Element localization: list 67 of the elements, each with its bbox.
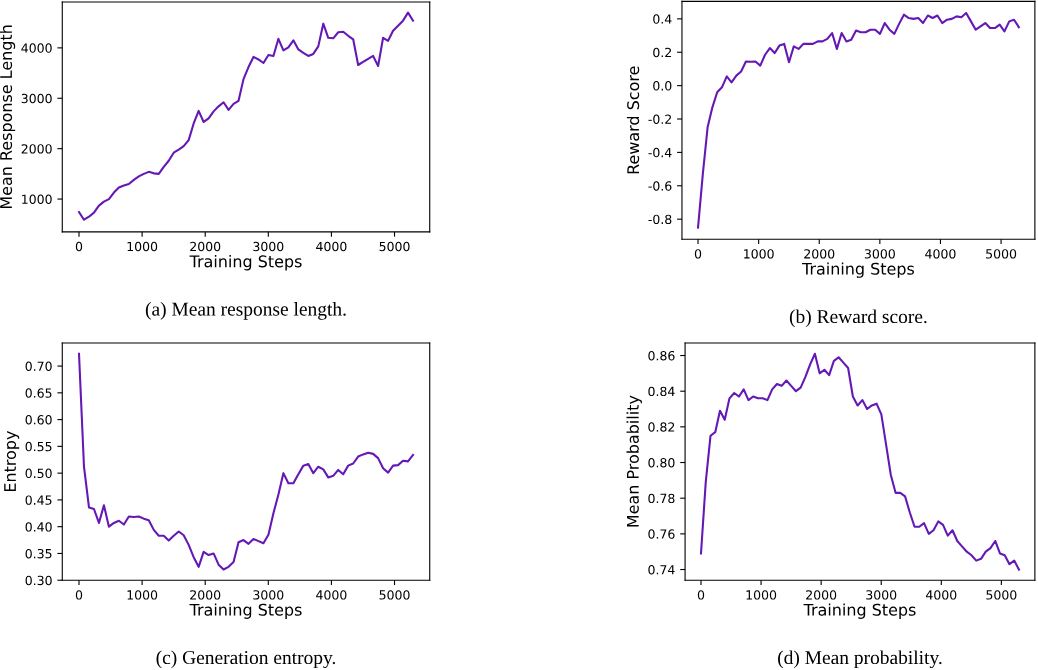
x-tick-label: 3000 (253, 241, 284, 252)
x-tick-label: 3000 (866, 590, 897, 600)
y-axis-title: Reward Score (626, 66, 640, 174)
y-tick-label: 0.60 (25, 415, 52, 425)
x-tick-label: 2000 (804, 249, 835, 259)
x-tick-label: 4000 (926, 590, 957, 600)
text: (a) Mean response length. (145, 302, 346, 320)
line-series (699, 352, 1021, 571)
y-tick-label: 0.84 (648, 386, 675, 397)
y-tick-label: 0.4 (653, 14, 672, 24)
x-tick-label: 2000 (806, 590, 837, 600)
x-tick-label: 2000 (190, 590, 221, 600)
x-axis-title: Training Steps (801, 262, 915, 278)
x-axis-title: Training Steps (189, 603, 302, 619)
y-tick-label: -0.6 (648, 181, 672, 191)
y-tick-label: 4000 (21, 43, 52, 53)
y-tick-label: 0.0 (653, 81, 672, 91)
y-tick-label: -0.4 (648, 147, 672, 158)
y-tick-label: -0.8 (648, 214, 672, 225)
x-axis-title: Training Steps (189, 255, 302, 271)
y-tick-label: 0.86 (648, 350, 675, 361)
y-tick-label: 0.40 (25, 522, 52, 532)
y-tick-label: 2000 (21, 144, 52, 154)
y-tick-label: 0.55 (25, 441, 52, 452)
y-axis-title: Entropy (4, 431, 20, 492)
x-tick-label: 5000 (379, 590, 410, 600)
x-tick-label: 2000 (190, 241, 221, 252)
x-tick-label: 0 (694, 249, 702, 259)
y-tick-label: 0.80 (648, 457, 675, 468)
y-tick-label: 0.76 (648, 529, 675, 539)
x-tick-label: 4000 (925, 249, 956, 259)
y-axis-title: Mean Response Length (0, 25, 16, 209)
y-tick-label: 0.82 (648, 422, 675, 432)
x-tick-label: 1000 (746, 590, 777, 600)
text: (c) Generation entropy. (156, 650, 336, 669)
text: (b) Reward score. (789, 309, 927, 328)
line-series (696, 11, 1020, 229)
x-tick-label: 4000 (316, 241, 347, 252)
y-tick-label: 0.65 (25, 388, 52, 398)
y-tick-label: 0.50 (25, 468, 52, 479)
x-tick-label: 5000 (379, 241, 410, 252)
x-axis-title: Training Steps (803, 603, 916, 619)
y-tick-label: 0.74 (648, 564, 675, 575)
x-tick-label: 1000 (744, 249, 774, 259)
line-series (77, 11, 415, 221)
y-tick-label: 0.70 (25, 361, 52, 371)
y-tick-label: 0.30 (25, 575, 52, 586)
x-tick-label: 3000 (253, 590, 284, 600)
x-tick-label: 5000 (986, 590, 1017, 600)
y-tick-label: -0.2 (648, 114, 671, 124)
y-tick-label: 0.78 (648, 493, 675, 504)
y-tick-label: 1000 (22, 194, 52, 204)
x-tick-label: 1000 (127, 241, 158, 252)
x-tick-label: 4000 (316, 590, 347, 600)
y-tick-label: 0.45 (25, 495, 52, 505)
text: (d) Mean probability. (778, 650, 942, 669)
y-tick-label: 0.2 (653, 47, 671, 58)
x-tick-label: 0 (75, 241, 83, 252)
x-tick-label: 3000 (864, 249, 895, 259)
y-tick-label: 3000 (21, 93, 52, 104)
y-axis-title: Mean Probability (626, 395, 642, 527)
y-tick-label: 0.35 (25, 548, 52, 559)
x-tick-label: 1000 (127, 590, 158, 600)
line-series (77, 352, 415, 571)
x-tick-label: 5000 (986, 249, 1017, 259)
x-tick-label: 0 (75, 590, 83, 600)
x-tick-label: 0 (697, 590, 705, 600)
